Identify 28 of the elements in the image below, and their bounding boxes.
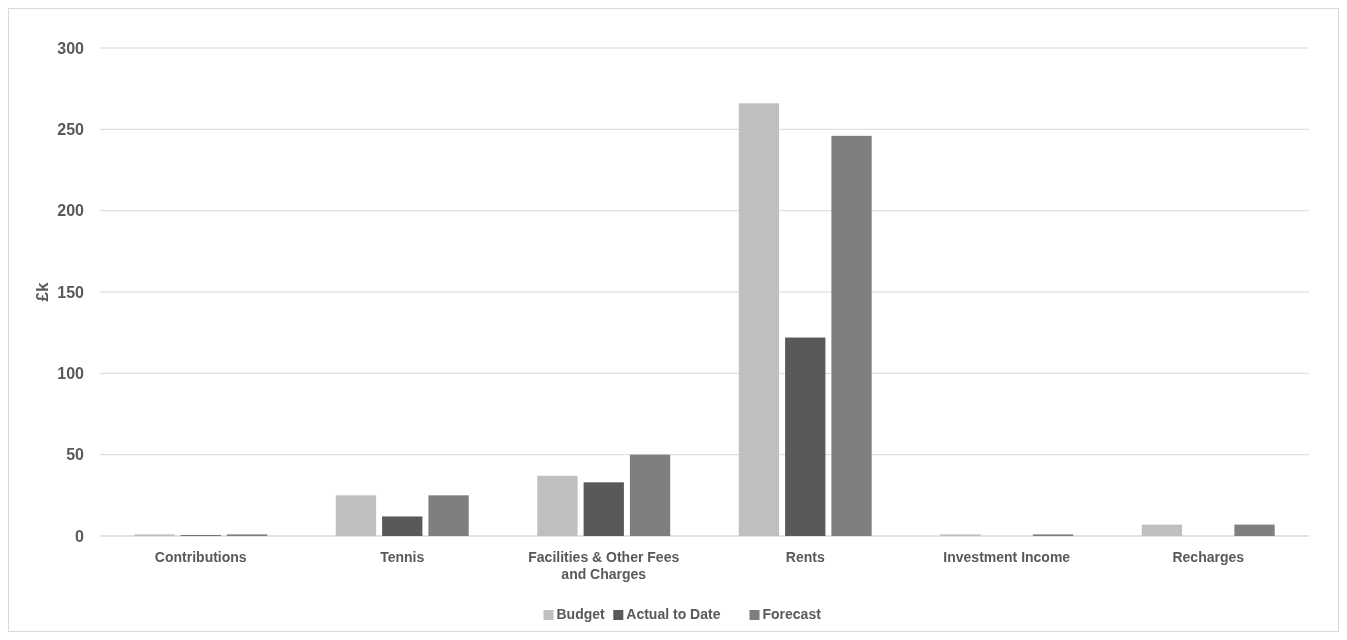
bar — [1234, 524, 1275, 536]
x-tick-label: Rents — [785, 549, 825, 565]
bar — [382, 516, 423, 536]
y-tick-label: 150 — [57, 283, 85, 301]
y-tick-label: 100 — [57, 364, 85, 382]
x-tick-label: Investment Income — [943, 549, 1071, 565]
y-tick-label: 0 — [75, 527, 85, 545]
bar — [537, 475, 578, 536]
bar — [335, 495, 377, 536]
y-tick-label: 50 — [66, 446, 85, 464]
bar — [583, 482, 624, 536]
x-tick-label: Recharges — [1172, 549, 1245, 565]
y-tick-label: 250 — [57, 120, 85, 138]
y-axis-title: £k — [33, 282, 52, 302]
y-tick-label: 200 — [57, 202, 85, 220]
legend-label: Forecast — [762, 606, 822, 622]
bar — [1141, 524, 1183, 536]
bar — [785, 337, 826, 536]
bar — [831, 135, 872, 536]
x-tick-label: Tennis — [380, 549, 425, 565]
bar — [629, 454, 671, 536]
y-tick-label: 300 — [57, 39, 85, 57]
legend-label: Budget — [556, 606, 606, 622]
bar — [738, 103, 780, 536]
bar — [428, 495, 469, 536]
x-tick-label: Contributions — [154, 549, 247, 565]
legend-label: Actual to Date — [626, 606, 721, 622]
x-tick-label: Facilities & Other Fees and Charges — [528, 549, 680, 582]
